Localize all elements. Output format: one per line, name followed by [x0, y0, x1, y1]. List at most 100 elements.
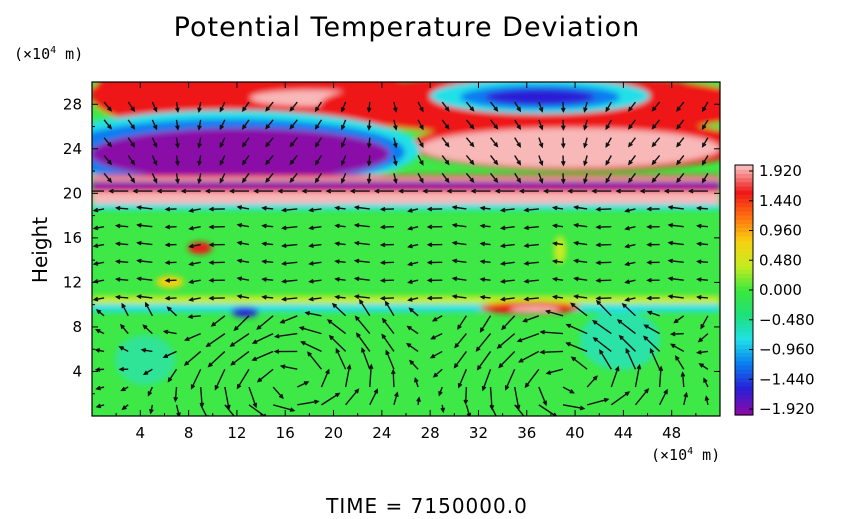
wind-arrow-head — [603, 397, 610, 403]
x-tick-label: 48 — [662, 424, 681, 442]
wind-arrow — [514, 155, 521, 165]
colorbar-swatch — [735, 202, 753, 208]
wind-arrow-head — [649, 347, 655, 354]
y-tick-label: 4 — [72, 362, 82, 380]
wind-arrow — [206, 333, 226, 347]
wind-arrow — [237, 241, 250, 246]
wind-arrow-head — [219, 107, 225, 113]
wind-arrow-head — [197, 178, 202, 185]
wind-arrow — [658, 389, 668, 406]
wind-arrow-head — [261, 277, 267, 282]
wind-arrow-head — [136, 223, 142, 228]
wind-arrow-head — [551, 205, 558, 211]
wind-arrow-head — [469, 159, 475, 166]
wind-arrow-head — [624, 297, 630, 302]
wind-arrow — [335, 224, 346, 228]
colorbar-tick-label: 0.960 — [759, 222, 802, 240]
colorbar-swatch — [735, 290, 753, 295]
wind-arrow — [669, 295, 684, 299]
wind-arrow — [671, 332, 684, 335]
colorbar-tick-label: 1.920 — [759, 162, 802, 180]
wind-arrow-head — [92, 225, 99, 231]
wind-arrow-head — [314, 124, 320, 130]
wind-arrow-head — [366, 160, 372, 167]
wind-arrow-head — [523, 207, 530, 213]
wind-arrow-head — [308, 278, 314, 284]
wind-arrow — [282, 208, 298, 212]
wind-arrow — [430, 350, 443, 359]
wind-arrow-head — [451, 258, 458, 264]
wind-arrow-head — [642, 335, 649, 341]
wind-arrow — [628, 155, 637, 165]
wind-arrow — [127, 155, 135, 165]
wind-arrow-head — [573, 258, 579, 264]
wind-arrow — [669, 242, 684, 246]
wind-arrow-head — [539, 349, 545, 355]
wind-arrow — [652, 172, 661, 183]
wind-arrow — [335, 278, 346, 281]
wind-arrow — [151, 137, 158, 148]
wind-arrow-head — [289, 142, 295, 148]
wind-arrow-head — [676, 124, 682, 130]
wind-arrow — [248, 386, 257, 408]
wind-arrow-head — [188, 225, 194, 231]
wind-arrow — [408, 243, 419, 248]
wind-arrow-head — [451, 222, 458, 228]
wind-arrow-head — [675, 355, 680, 361]
wind-arrow — [538, 173, 543, 183]
wind-arrow-head — [303, 381, 310, 386]
colorbar-swatch — [735, 277, 753, 283]
wind-arrow — [301, 341, 322, 353]
wind-arrow-head — [627, 177, 633, 184]
wind-arrow — [127, 172, 135, 183]
wind-arrow-head — [493, 159, 499, 166]
wind-arrow-head — [499, 278, 506, 284]
wind-arrow-head — [479, 205, 486, 211]
wind-arrow — [634, 365, 641, 388]
wind-arrow-head — [314, 160, 320, 166]
wind-arrow-head — [538, 178, 544, 184]
wind-arrow-head — [494, 188, 501, 194]
wind-arrow-head — [188, 243, 194, 249]
wind-arrow-head — [184, 336, 190, 341]
wind-arrow-head — [241, 106, 247, 113]
wind-arrow — [145, 302, 154, 317]
wind-arrow-head — [152, 124, 158, 131]
wind-arrow — [676, 137, 685, 147]
wind-arrow-head — [408, 359, 415, 365]
wind-arrow-head — [446, 188, 452, 194]
wind-arrow-head — [279, 364, 286, 370]
colorbar-swatch — [735, 327, 753, 333]
wind-arrow-head — [236, 222, 243, 228]
wind-arrow-head — [646, 242, 652, 248]
wind-arrow — [628, 101, 637, 112]
x-tick-label: 16 — [276, 424, 295, 442]
wind-arrow — [345, 389, 359, 406]
wind-arrow-head — [398, 188, 404, 194]
wind-arrow — [683, 393, 688, 406]
wind-arrow — [289, 119, 298, 129]
wind-arrow-head — [394, 391, 399, 398]
wind-arrow-head — [523, 296, 530, 302]
x-tick-label: 12 — [227, 424, 246, 442]
wind-arrow-head — [334, 223, 340, 229]
wind-arrow-head — [644, 388, 650, 394]
wind-arrow — [385, 301, 395, 317]
wind-arrow-head — [314, 142, 320, 148]
wind-arrow — [465, 172, 474, 183]
wind-arrow — [120, 324, 129, 335]
wind-arrow-head — [144, 301, 150, 308]
wind-arrow-head — [457, 383, 463, 389]
wind-arrow-head — [516, 142, 522, 148]
colorbar-swatch — [735, 240, 753, 245]
wind-arrow — [676, 119, 685, 129]
wind-arrow-head — [265, 106, 271, 112]
colorbar-swatch — [735, 340, 753, 345]
wind-arrow — [94, 208, 105, 212]
wind-arrow — [309, 297, 322, 301]
wind-arrow-head — [676, 106, 682, 112]
y-tick-label: 8 — [72, 318, 82, 336]
wind-arrow — [356, 333, 371, 352]
wind-arrow-head — [696, 205, 702, 211]
